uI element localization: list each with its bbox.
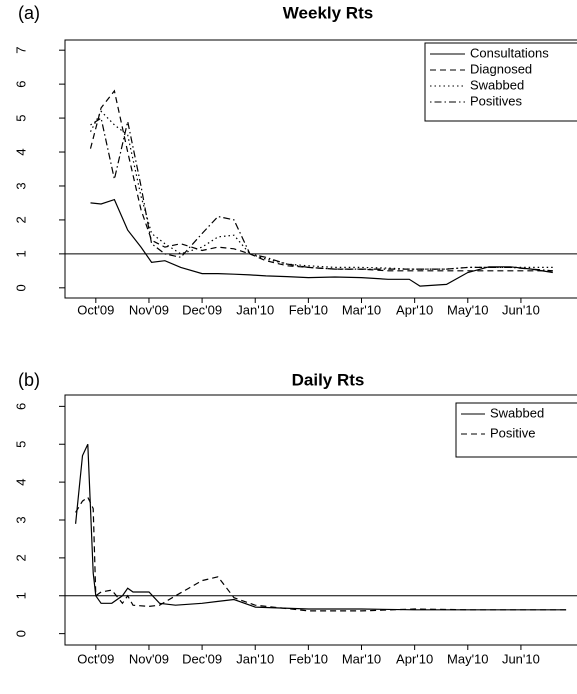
x-tick-label: Dec'09: [182, 302, 222, 317]
y-tick-label: 4: [13, 479, 28, 486]
x-tick-label: Dec'09: [182, 651, 222, 666]
legend-label: Consultations: [470, 45, 549, 60]
chart-title: Weekly Rts: [283, 3, 373, 22]
y-tick-label: 2: [13, 216, 28, 223]
x-tick-label: Jun'10: [502, 651, 540, 666]
x-tick-label: Mar'10: [342, 302, 381, 317]
x-tick-label: Oct'09: [77, 651, 114, 666]
x-tick-label: Feb'10: [289, 651, 328, 666]
x-tick-label: Oct'09: [77, 302, 114, 317]
x-tick-label: Apr'10: [396, 302, 433, 317]
y-tick-label: 5: [13, 114, 28, 121]
data-line: [89, 110, 553, 270]
y-tick-label: 6: [13, 81, 28, 88]
y-tick-label: 0: [13, 284, 28, 291]
data-line: [75, 496, 567, 612]
chart-title: Daily Rts: [292, 370, 365, 389]
legend-label: Swabbed: [490, 405, 544, 420]
x-tick-label: Mar'10: [342, 651, 381, 666]
y-tick-label: 4: [13, 148, 28, 155]
legend-box: [424, 42, 577, 122]
x-tick-label: Jan'10: [236, 651, 274, 666]
y-tick-label: 1: [13, 250, 28, 257]
y-tick-label: 3: [13, 516, 28, 523]
legend-box: [455, 402, 577, 458]
y-tick-label: 0: [13, 630, 28, 637]
x-tick-label: Apr'10: [396, 651, 433, 666]
legend-label: Diagnosed: [470, 61, 532, 76]
y-tick-label: 5: [13, 441, 28, 448]
panel-label: (b): [18, 370, 40, 390]
data-line: [90, 117, 553, 272]
data-line: [89, 89, 553, 272]
y-tick-label: 1: [13, 592, 28, 599]
legend-label: Positives: [470, 93, 523, 108]
y-tick-label: 3: [13, 182, 28, 189]
legend-label: Swabbed: [470, 77, 524, 92]
x-tick-label: Nov'09: [129, 651, 169, 666]
x-tick-label: Jan'10: [236, 302, 274, 317]
y-tick-label: 6: [13, 403, 28, 410]
data-line: [90, 198, 553, 287]
y-tick-label: 2: [13, 554, 28, 561]
x-tick-label: Feb'10: [289, 302, 328, 317]
x-tick-label: May'10: [447, 302, 489, 317]
x-tick-label: Nov'09: [129, 302, 169, 317]
x-tick-label: May'10: [447, 651, 489, 666]
y-tick-label: 7: [13, 47, 28, 54]
panel-label: (a): [18, 3, 40, 23]
legend-label: Positive: [490, 425, 536, 440]
x-tick-label: Jun'10: [502, 302, 540, 317]
plot-frame: [64, 39, 577, 299]
data-line: [75, 443, 567, 611]
